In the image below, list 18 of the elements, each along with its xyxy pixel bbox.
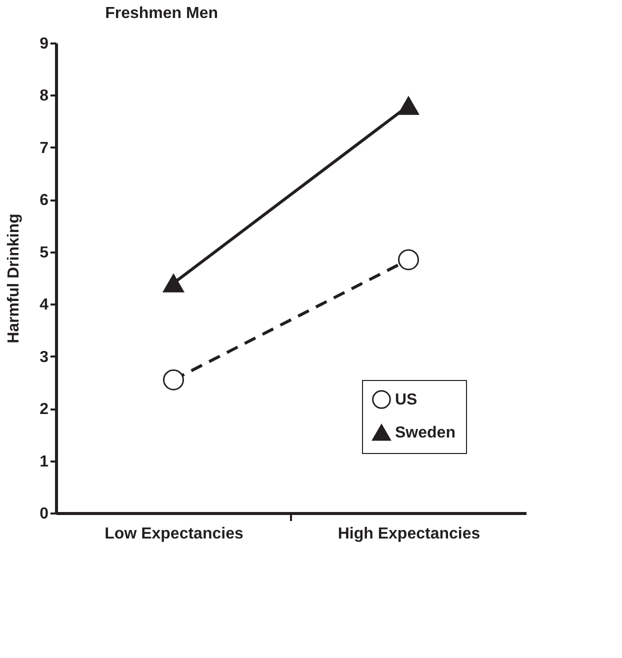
x-tick-label: High Expectancies bbox=[338, 526, 480, 542]
y-tick-label: 3 bbox=[40, 348, 49, 366]
x-tick-label: Low Expectancies bbox=[104, 526, 244, 542]
y-tick-label: 4 bbox=[40, 296, 49, 314]
y-axis-title: Harmful Drinking bbox=[6, 214, 23, 344]
y-tick-label: 2 bbox=[40, 401, 49, 418]
y-tick-label: 7 bbox=[40, 140, 49, 157]
chart-title: Freshmen Men bbox=[105, 5, 218, 22]
point bbox=[163, 369, 184, 390]
y-tick-label: 0 bbox=[40, 506, 49, 522]
legend-label: US bbox=[395, 392, 418, 408]
y-tick-label: 1 bbox=[40, 453, 49, 470]
point bbox=[398, 249, 419, 270]
y-tick-label: 6 bbox=[40, 192, 49, 210]
y-tick-label: 9 bbox=[40, 36, 49, 52]
y-tick-label: 8 bbox=[40, 88, 49, 105]
legend-label: Sweden bbox=[395, 424, 456, 442]
y-tick-label: 5 bbox=[40, 244, 49, 262]
